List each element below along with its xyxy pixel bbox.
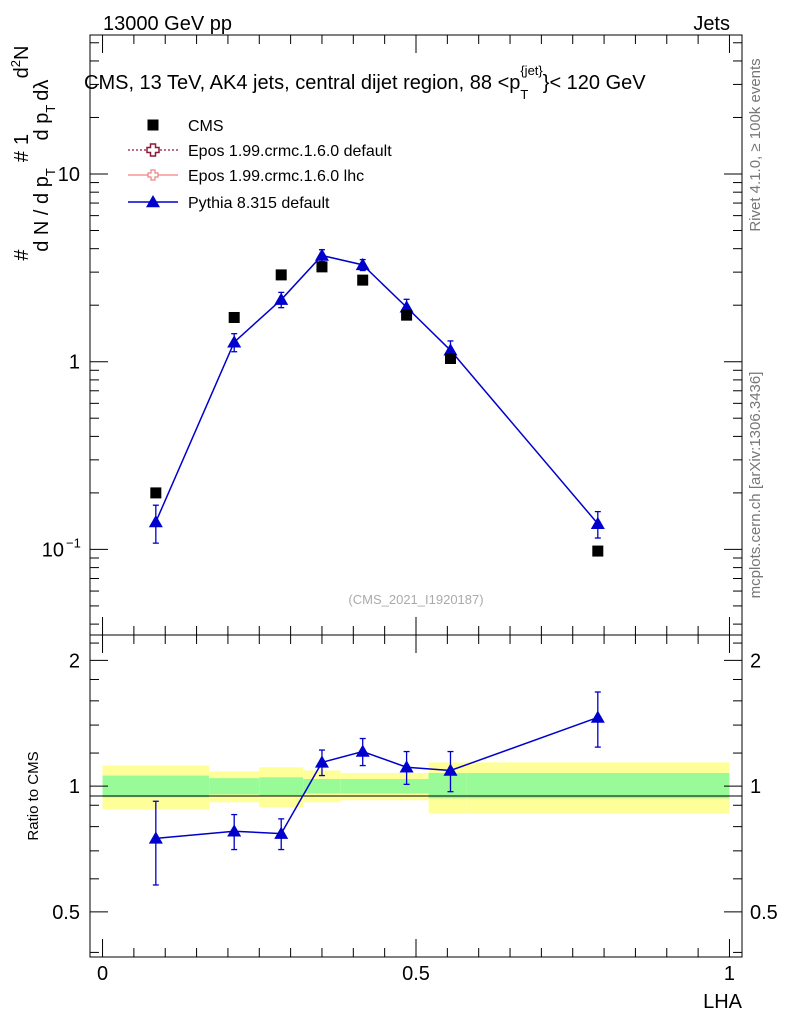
cms-point — [357, 274, 369, 286]
cms-point — [150, 487, 162, 499]
pythia-point — [399, 300, 414, 313]
ratio-point — [227, 824, 242, 837]
pythia-line — [155, 254, 599, 525]
ratio-band-inner — [209, 778, 260, 795]
pythia-point — [355, 257, 370, 271]
legend-marker-pythia — [146, 195, 160, 208]
ratio-point — [148, 831, 163, 844]
ylabel-hash: # — [11, 249, 33, 261]
title-suffix: }< 120 GeV — [543, 72, 647, 94]
pythia-point — [314, 248, 329, 261]
ratio-band-inner — [303, 779, 341, 794]
ylabel-text: #1 — [11, 134, 33, 162]
ratio-y-axis-label: Ratio to CMS — [25, 751, 42, 840]
legend-label: CMS — [188, 118, 224, 135]
legend-marker-epos-lhc — [147, 169, 159, 181]
legend-marker-cms — [147, 119, 159, 131]
title-sup: {jet} — [520, 63, 543, 78]
rivet-label: Rivet 4.1.0, ≥ 100k events — [747, 58, 764, 231]
ratio-point — [443, 763, 458, 776]
pythia-point — [590, 516, 605, 529]
main-y-tick-label: 10 — [58, 164, 80, 186]
pythia-point — [148, 514, 163, 528]
ratio-bands — [102, 762, 730, 814]
ylabel-numerator: d2N — [8, 46, 33, 79]
ratio-y-tick-labels: 0.5 0.5 1 1 2 2 — [52, 650, 778, 924]
ratio-axis-ticks — [90, 635, 742, 957]
legend: CMS Epos 1.99.crmc.1.6.0 default Epos 1.99… — [128, 118, 392, 212]
analysis-watermark: (CMS_2021_I1920187) — [348, 592, 483, 607]
ratio-plot-marks — [148, 691, 605, 886]
ratio-band-inner — [340, 779, 429, 794]
pythia-point — [227, 335, 242, 348]
x-axis-label: LHA — [703, 991, 743, 1013]
main-axis-ticks — [90, 35, 742, 635]
main-plot-marks — [148, 248, 605, 557]
main-y-axis-label: #1 d N / d pT # d2N d pTdλ — [8, 46, 58, 261]
main-y-tick-label: 1 — [69, 352, 80, 374]
title-sub: T — [520, 87, 528, 102]
x-tick-label: 0.5 — [402, 963, 430, 985]
cms-point — [592, 545, 604, 557]
ratio-y-tick-label-right: 0.5 — [750, 902, 778, 924]
cms-point — [444, 352, 456, 364]
ratio-point — [274, 826, 289, 839]
ratio-line — [155, 716, 599, 840]
pythia-point — [443, 343, 458, 356]
main-y-tick-exponent: −1 — [66, 535, 81, 550]
chart-title: CMS, 13 TeV, AK4 jets, central dijet reg… — [84, 63, 646, 102]
cms-point — [228, 311, 240, 323]
title-prefix: CMS, 13 TeV, AK4 jets, central dijet reg… — [84, 72, 520, 94]
ratio-point — [355, 744, 370, 757]
ratio-band-inner — [102, 775, 210, 798]
ratio-band-inner — [259, 777, 304, 796]
x-tick-label: 1 — [724, 963, 735, 985]
ratio-point — [314, 755, 329, 768]
source-label: mcplots.cern.ch [arXiv:1306.3436] — [747, 372, 764, 599]
ratio-y-tick-label-left: 0.5 — [52, 902, 80, 924]
ratio-point — [590, 710, 605, 723]
legend-label: Epos 1.99.crmc.1.6.0 lhc — [188, 168, 364, 185]
x-tick-label: 0 — [97, 963, 108, 985]
legend-label: Epos 1.99.crmc.1.6.0 default — [188, 143, 392, 160]
x-tick-labels: 0 0.5 1 — [97, 963, 735, 985]
cms-point — [316, 261, 328, 273]
ratio-band-inner — [428, 773, 467, 799]
energy-label: 13000 GeV pp — [103, 13, 232, 35]
main-y-tick-label: 10 — [42, 539, 64, 561]
cms-point — [275, 269, 287, 281]
ratio-y-tick-label-right: 2 — [750, 650, 761, 672]
ratio-band-inner — [466, 773, 730, 799]
category-label: Jets — [693, 13, 730, 35]
legend-marker-epos-default — [146, 143, 160, 157]
pythia-point — [274, 292, 289, 305]
ylabel-denom2: d pTdλ — [31, 80, 58, 141]
ylabel-denominator: d N / d pT — [31, 168, 58, 252]
ratio-y-tick-label-left: 2 — [69, 650, 80, 672]
legend-label: Pythia 8.315 default — [188, 195, 330, 212]
ratio-y-tick-label-left: 1 — [69, 776, 80, 798]
cms-point — [401, 309, 413, 321]
ratio-point — [399, 760, 414, 773]
ratio-y-tick-label-right: 1 — [750, 776, 761, 798]
